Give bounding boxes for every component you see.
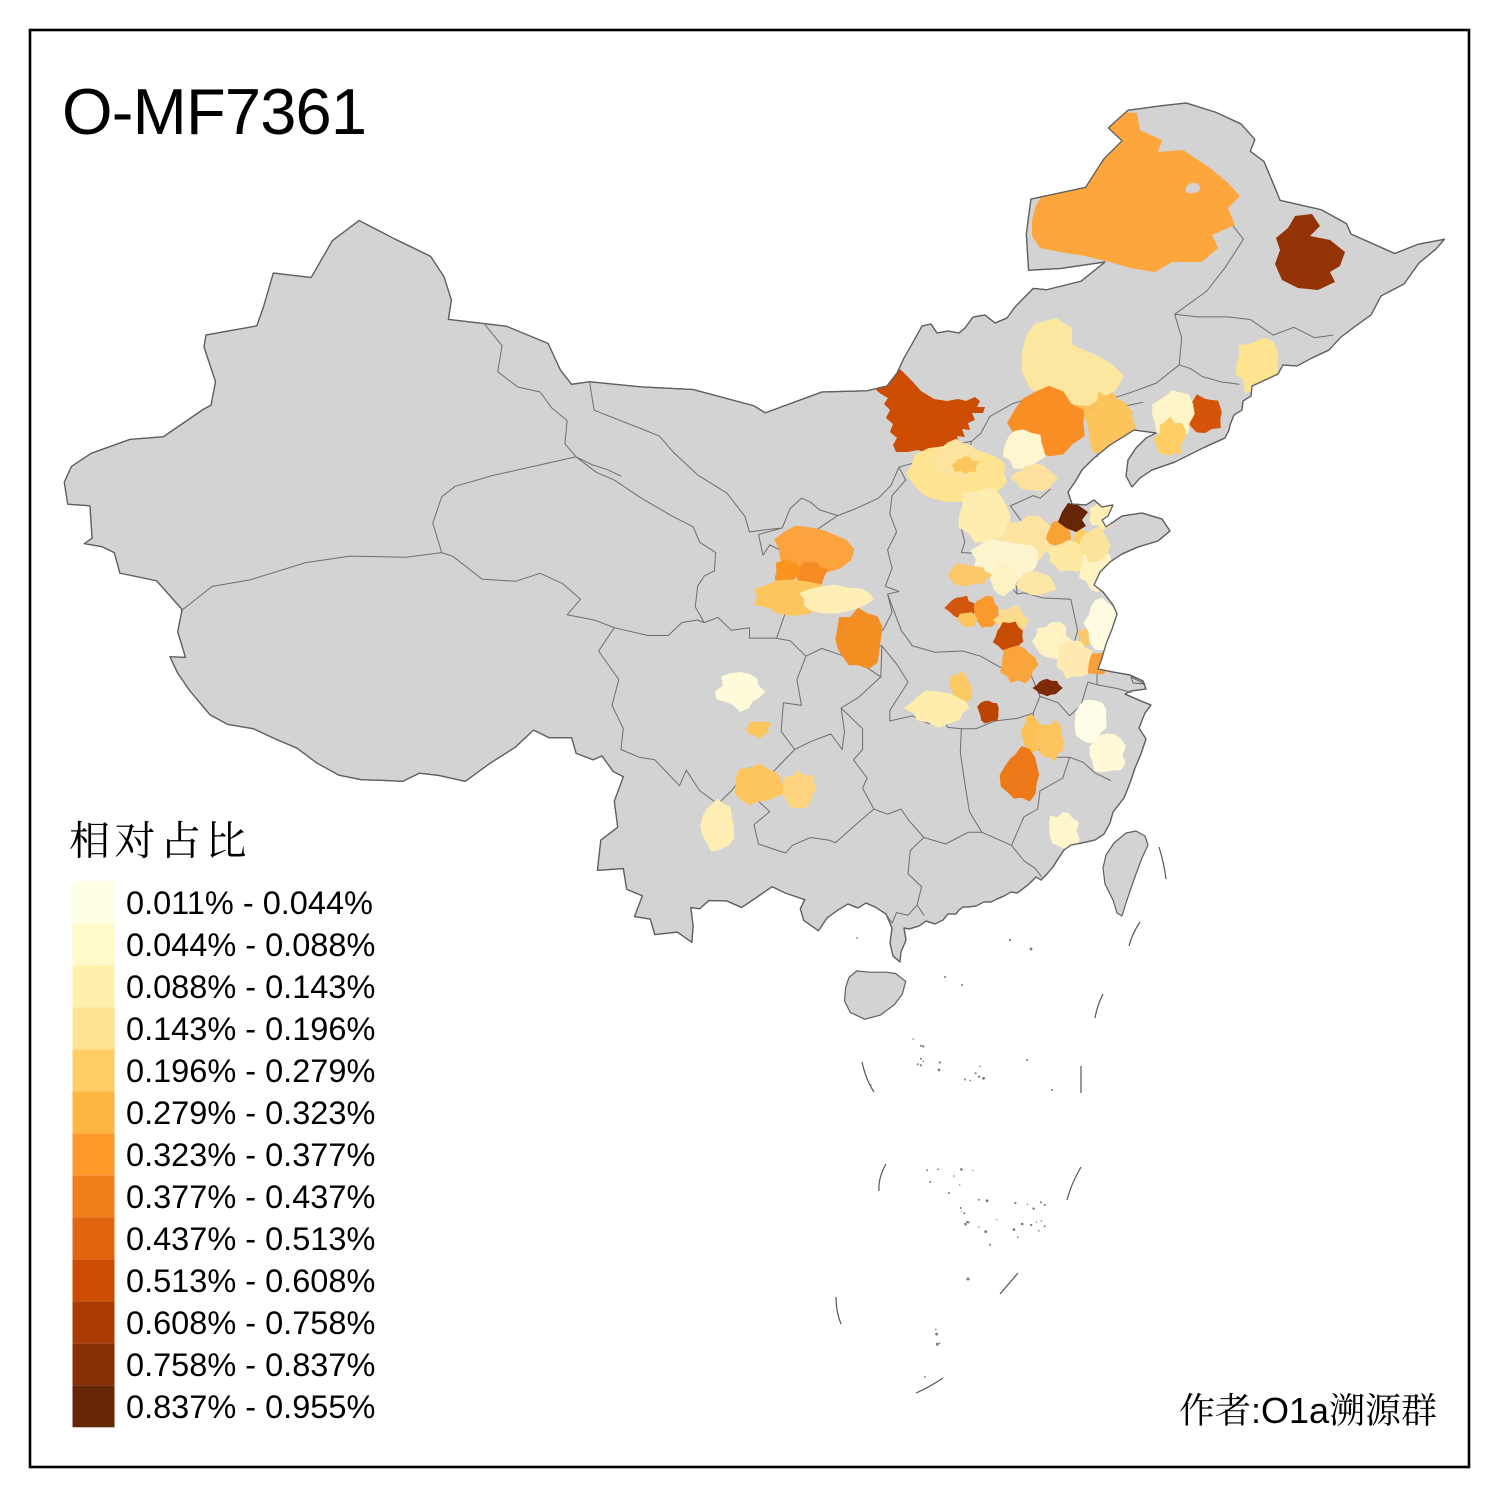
- svg-text:0.088% - 0.143%: 0.088% - 0.143%: [126, 969, 375, 1005]
- svg-text:0.011% - 0.044%: 0.011% - 0.044%: [126, 885, 373, 921]
- svg-text::O1a: :O1a: [1251, 1390, 1330, 1431]
- svg-text:0.377% - 0.437%: 0.377% - 0.437%: [126, 1179, 375, 1215]
- svg-text:0.044% - 0.088%: 0.044% - 0.088%: [126, 927, 375, 963]
- svg-text:0.143% - 0.196%: 0.143% - 0.196%: [126, 1011, 375, 1047]
- svg-text:0.513% - 0.608%: 0.513% - 0.608%: [126, 1263, 375, 1299]
- svg-text:0.608% - 0.758%: 0.608% - 0.758%: [126, 1305, 375, 1341]
- svg-text:O-MF7361: O-MF7361: [62, 75, 366, 148]
- svg-text:0.323% - 0.377%: 0.323% - 0.377%: [126, 1137, 375, 1173]
- svg-text:0.437% - 0.513%: 0.437% - 0.513%: [126, 1221, 375, 1257]
- svg-text:0.758% - 0.837%: 0.758% - 0.837%: [126, 1347, 375, 1383]
- svg-text:0.837% - 0.955%: 0.837% - 0.955%: [126, 1389, 375, 1425]
- svg-text:0.196% - 0.279%: 0.196% - 0.279%: [126, 1053, 375, 1089]
- svg-text:0.279% - 0.323%: 0.279% - 0.323%: [126, 1095, 375, 1131]
